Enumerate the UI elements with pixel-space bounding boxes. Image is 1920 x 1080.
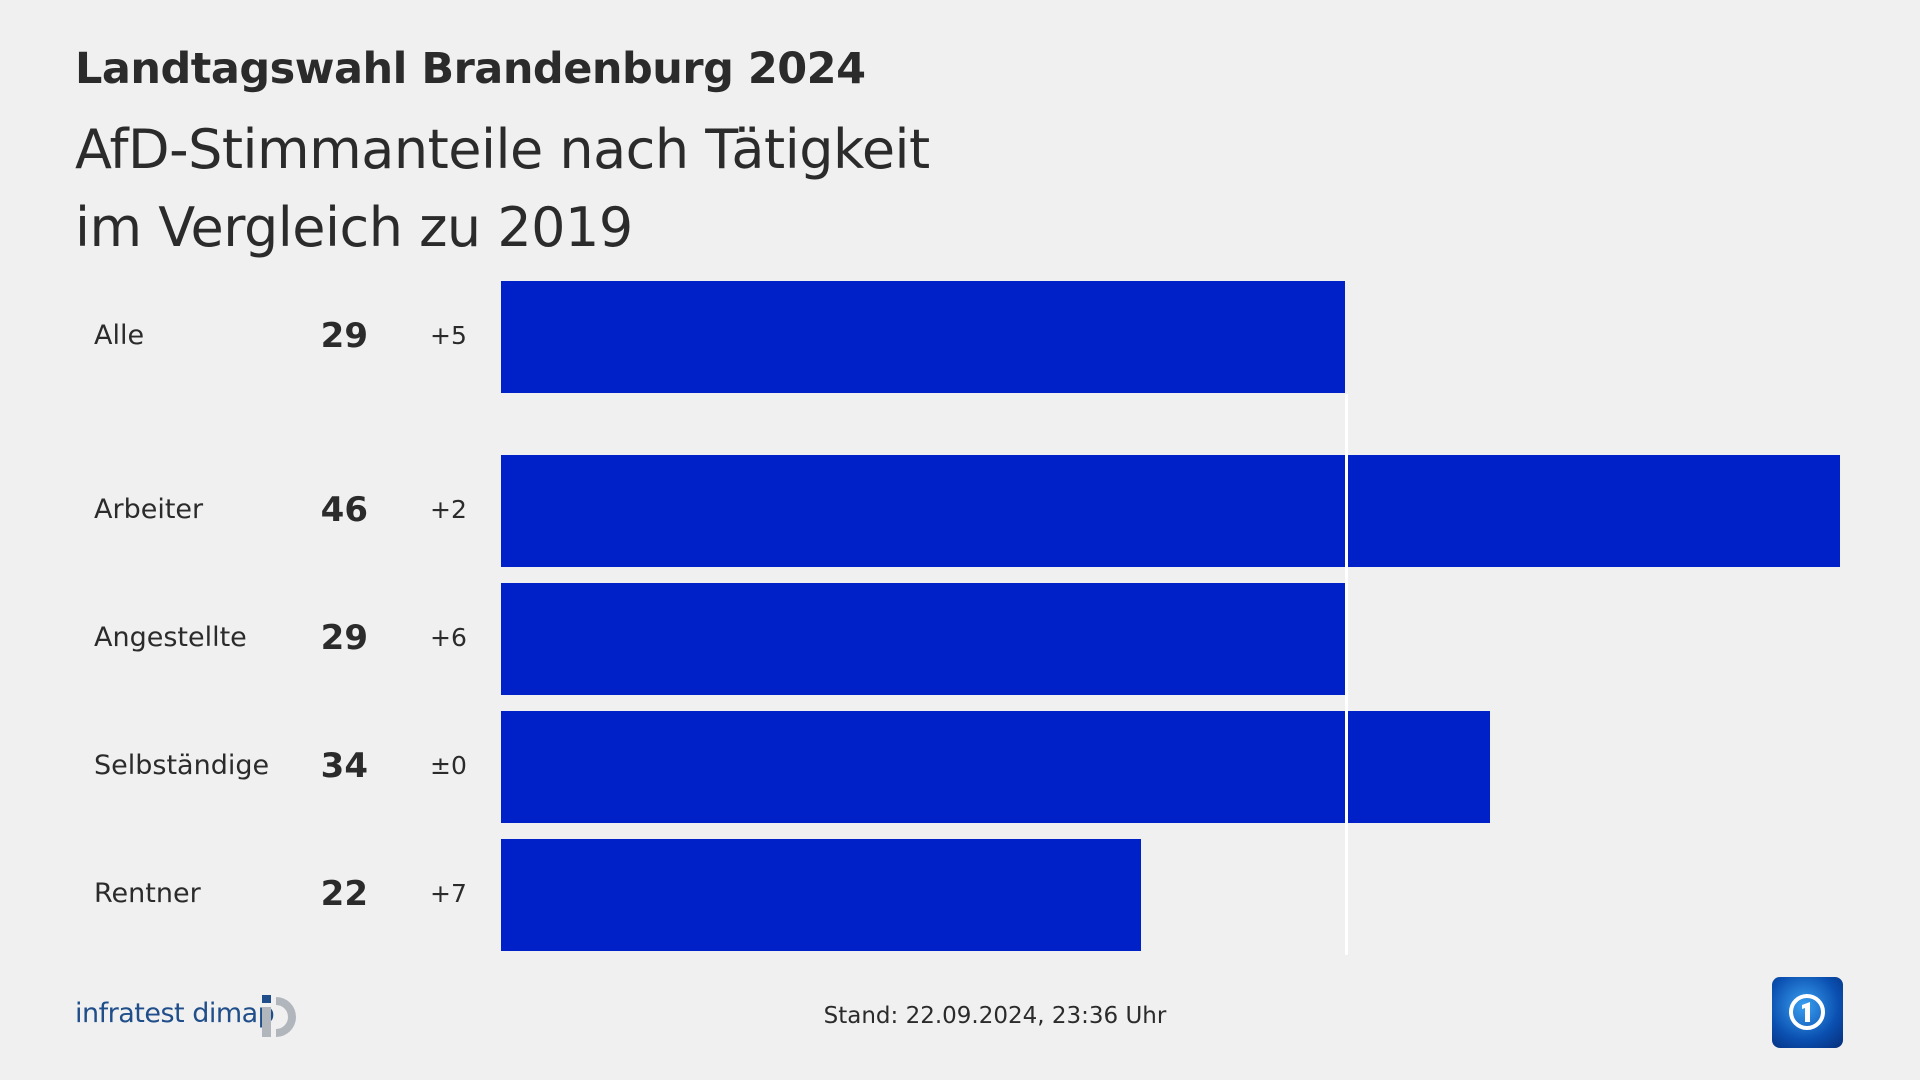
category-label: Alle	[94, 320, 145, 351]
bar-angestellte	[501, 583, 1345, 695]
timestamp: Stand: 22.09.2024, 23:36 Uhr	[823, 1003, 1167, 1029]
category-label: Angestellte	[94, 622, 247, 653]
chart-title: Landtagswahl Brandenburg 2024	[75, 44, 866, 94]
bar-alle	[501, 281, 1345, 393]
bar-rentner	[501, 839, 1142, 951]
change-label: +6	[430, 623, 467, 652]
reference-line	[1344, 394, 1348, 955]
change-label: ±0	[430, 751, 467, 780]
value-label: 29	[320, 316, 368, 356]
value-label: 22	[320, 874, 368, 914]
change-label: +5	[430, 321, 467, 350]
bar-selbständige	[501, 711, 1491, 823]
value-label: 46	[320, 490, 368, 530]
change-label: +2	[430, 495, 467, 524]
category-label: Rentner	[94, 878, 201, 909]
category-label: Selbständige	[94, 750, 270, 781]
tagesschau-logo	[1772, 977, 1843, 1048]
chart-subtitle-line-1: AfD-Stimmanteile nach Tätigkeit	[75, 118, 930, 181]
value-label: 34	[320, 746, 368, 786]
bar-arbeiter	[501, 455, 1840, 567]
value-label: 29	[320, 618, 368, 658]
category-label: Arbeiter	[94, 494, 204, 525]
chart-subtitle-line-2: im Vergleich zu 2019	[75, 196, 633, 259]
change-label: +7	[430, 879, 467, 908]
